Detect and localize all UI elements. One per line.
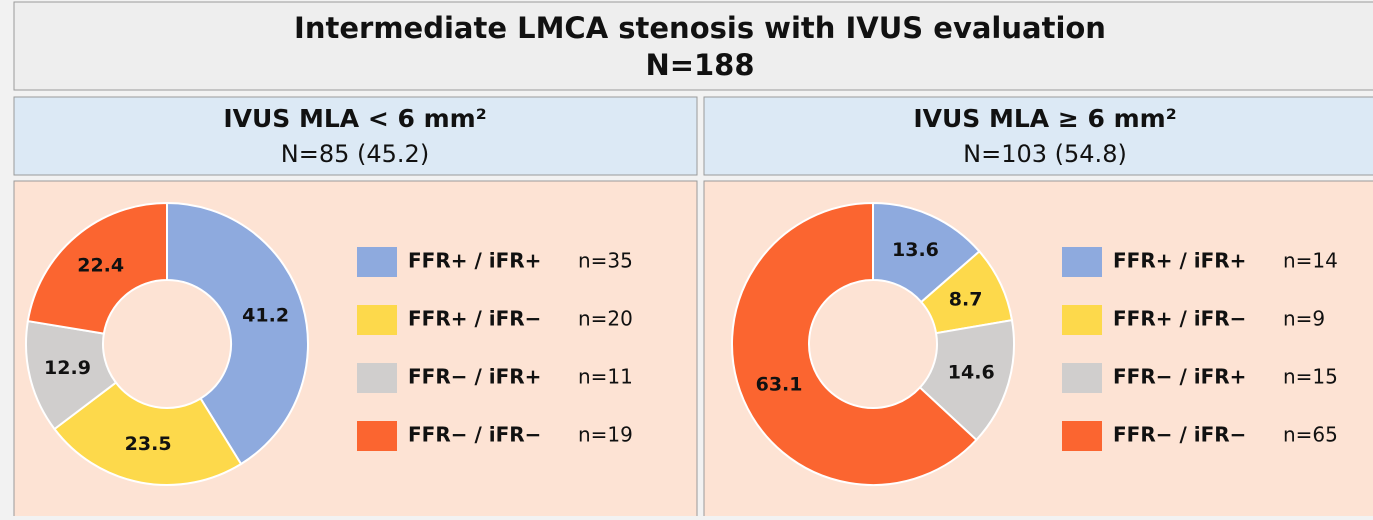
donut-segment: [918, 319, 1015, 442]
title: Intermediate LMCA stenosis with IVUS eva…: [294, 11, 1106, 45]
legend-label: FFR− / iFR+: [1113, 365, 1246, 389]
data-label: 23.5: [125, 433, 172, 455]
legend-swatch: [1062, 421, 1102, 451]
legend-label: FFR+ / iFR−: [1113, 307, 1246, 331]
legend-label: FFR+ / iFR−: [408, 307, 541, 331]
legend-swatch: [357, 363, 397, 393]
title-box: [13, 1, 1373, 91]
donut-segment: [166, 201, 309, 466]
panel-header: [13, 96, 698, 176]
legend-swatch: [1062, 305, 1102, 335]
subtitle: N=188: [645, 48, 754, 82]
legend-count: n=65: [1283, 423, 1338, 447]
legend-count: n=9: [1283, 307, 1325, 331]
data-label: 12.9: [44, 357, 91, 379]
legend-swatch: [357, 305, 397, 335]
data-label: 13.6: [892, 239, 939, 261]
legend-label: FFR− / iFR−: [408, 423, 541, 447]
legend-swatch: [357, 421, 397, 451]
panel-subtitle: N=85 (45.2): [281, 140, 429, 168]
panel-title: IVUS MLA < 6 mm²: [223, 104, 486, 133]
panel-title: IVUS MLA ≥ 6 mm²: [913, 104, 1176, 133]
donut-segment: [26, 201, 168, 335]
legend-label: FFR+ / iFR+: [408, 249, 541, 273]
data-label: 22.4: [77, 254, 124, 276]
donut-segment: [53, 381, 243, 486]
legend-label: FFR+ / iFR+: [1113, 249, 1246, 273]
legend-swatch: [1062, 247, 1102, 277]
legend-count: n=19: [578, 423, 633, 447]
data-label: 41.2: [242, 305, 289, 327]
legend-count: n=15: [1283, 365, 1338, 389]
data-label: 63.1: [756, 374, 803, 396]
data-label: 8.7: [949, 289, 983, 311]
panel-subtitle: N=103 (54.8): [963, 140, 1127, 168]
legend-label: FFR− / iFR+: [408, 365, 541, 389]
legend-swatch: [1062, 363, 1102, 393]
legend-count: n=14: [1283, 249, 1338, 273]
legend-label: FFR− / iFR−: [1113, 423, 1246, 447]
legend-count: n=20: [578, 307, 633, 331]
legend-swatch: [357, 247, 397, 277]
legend-count: n=35: [578, 249, 633, 273]
panel-header: [703, 96, 1373, 176]
legend-count: n=11: [578, 365, 633, 389]
data-label: 14.6: [948, 362, 995, 384]
donut-segment: [731, 201, 978, 486]
